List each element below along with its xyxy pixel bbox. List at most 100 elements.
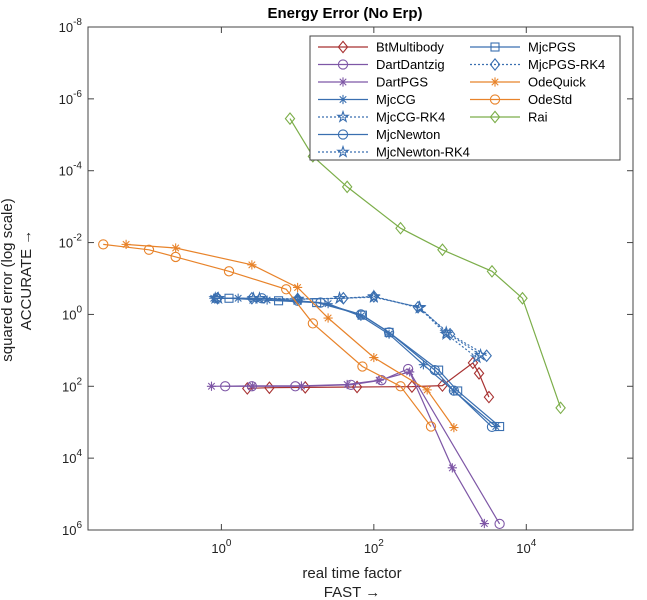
data-point-dartpgs: [374, 375, 384, 385]
data-point-mjcpgs-rk4: [412, 300, 424, 314]
series-mjcpgs-rk4: [212, 289, 492, 363]
data-point-odestd: [395, 381, 406, 392]
data-point-rai: [284, 112, 296, 126]
legend-marker-odequick: [490, 77, 500, 87]
legend: BtMultibody DartDantzig DartPGS MjcCG MjcCG-…: [309, 35, 621, 161]
legend-label-odequick: OdeQuick: [528, 75, 586, 90]
legend-marker-mjccg-rk4: [336, 109, 350, 123]
data-point-mjcpgs: [357, 310, 367, 320]
data-point-mjcpgs: [384, 327, 394, 337]
data-point-dartpgs: [447, 463, 457, 473]
y-tick-label: 106: [62, 520, 82, 538]
data-point-mjcpgs-rk4: [338, 291, 349, 305]
data-point-odestd: [281, 284, 292, 295]
data-point-odequick: [449, 423, 459, 433]
data-point-odestd: [357, 361, 368, 372]
series-line-mjcnewton-rk4: [215, 296, 481, 356]
plot-frame: [87, 26, 634, 531]
data-point-mjcnewton-rk4: [332, 291, 347, 305]
data-point-dartpgs: [296, 381, 307, 391]
x-tick-label: 104: [516, 538, 536, 556]
legend-label-rai: Rai: [528, 110, 548, 125]
data-point-rai: [555, 401, 566, 415]
data-point-rai: [486, 264, 498, 278]
legend-marker-rai: [489, 110, 501, 124]
data-point-odestd: [98, 239, 109, 250]
data-point-dartpgs: [405, 367, 415, 377]
legend-label-mjcpgs-rk4: MjcPGS-RK4: [528, 57, 605, 72]
legend-marker-dartpgs: [338, 77, 348, 87]
series-layer: [98, 112, 566, 530]
legend-label-mjccg: MjcCG: [376, 92, 416, 107]
data-point-rai: [341, 180, 353, 194]
y-tick-label: 10-2: [59, 233, 83, 251]
legend-marker-mjccg: [338, 94, 348, 105]
series-odestd: [98, 239, 437, 432]
legend-marker-odestd: [489, 94, 501, 105]
data-point-mjccg-rk4: [439, 327, 454, 340]
x-axis-label-2: FAST →: [324, 584, 380, 600]
data-point-odequick: [121, 239, 131, 249]
y-tick-label: 10-4: [59, 161, 83, 179]
legend-label-mjccg-rk4: MjcCG-RK4: [376, 110, 445, 125]
data-point-dartpgs: [479, 518, 489, 529]
data-point-odequick: [171, 243, 181, 253]
data-point-mjccg: [418, 360, 428, 370]
legend-marker-btmultibody: [337, 40, 349, 54]
data-point-rai: [437, 243, 448, 257]
x-tick-label: 102: [364, 538, 384, 556]
data-point-mjcpgs: [224, 293, 234, 303]
legend-label-odestd: OdeStd: [528, 92, 572, 107]
data-point-mjcpgs-rk4: [246, 291, 258, 305]
data-point-mjcnewton-rk4: [412, 300, 427, 314]
data-point-rai: [517, 291, 528, 305]
series-line-mjccg: [213, 297, 497, 427]
axis-ticks: 100 102 104 10-8 10-6 10-4 10-2 100 102 104 106: [59, 17, 633, 556]
x-tick-label: 100: [211, 538, 231, 556]
series-line-mjcnewton: [216, 297, 493, 428]
data-point-mjcpgs-rk4: [444, 327, 456, 341]
data-point-dartpgs: [342, 379, 352, 390]
series-line-odestd: [103, 243, 432, 427]
y-tick-label: 102: [62, 376, 82, 394]
series-line-mjccg-rk4: [218, 295, 478, 358]
data-point-btmultibody: [483, 390, 495, 404]
series-btmultibody: [241, 356, 495, 404]
data-point-odestd: [425, 421, 437, 432]
data-point-mjcnewton: [486, 421, 498, 433]
series-line-mjcpgs-rk4: [217, 295, 488, 357]
y-tick-label: 104: [62, 448, 82, 466]
legend-label-btmultibody: BtMultibody: [376, 40, 444, 55]
series-mjccg: [209, 293, 501, 432]
legend-marker-mjcnewton-rk4: [336, 144, 350, 158]
data-point-odequick: [369, 352, 379, 363]
legend-marker-mjcnewton: [337, 129, 349, 140]
legend-label-dartpgs: DartPGS: [376, 75, 428, 90]
data-point-btmultibody: [473, 366, 485, 380]
y-tick-label: 100: [62, 304, 82, 322]
series-odequick: [121, 239, 459, 433]
data-point-odestd: [307, 318, 319, 329]
data-point-dartpgs: [206, 381, 217, 391]
series-line-dartpgs: [211, 371, 485, 524]
data-point-mjcpgs: [495, 421, 505, 432]
data-point-odequick: [293, 282, 303, 293]
data-point-mjcpgs: [434, 365, 444, 375]
data-point-dartdantzig: [494, 518, 505, 530]
series-dartpgs: [206, 367, 489, 529]
data-point-mjcpgs-rk4: [212, 291, 223, 305]
data-point-rai: [395, 221, 406, 235]
series-mjcpgs: [224, 293, 505, 432]
data-point-btmultibody: [467, 356, 479, 370]
data-point-mjccg: [356, 311, 366, 321]
data-point-odequick: [247, 260, 257, 270]
data-point-mjccg: [209, 293, 219, 303]
data-point-mjcpgs-rk4: [481, 349, 492, 363]
legend-marker-dartdantzig: [337, 59, 349, 70]
legend-label-mjcnewton: MjcNewton: [376, 127, 440, 142]
y-axis-label: squared error (log scale): [0, 198, 16, 361]
series-line-mjcpgs: [228, 297, 500, 427]
data-point-odestd: [223, 266, 235, 277]
legend-marker-mjcpgs-rk4: [489, 58, 501, 71]
